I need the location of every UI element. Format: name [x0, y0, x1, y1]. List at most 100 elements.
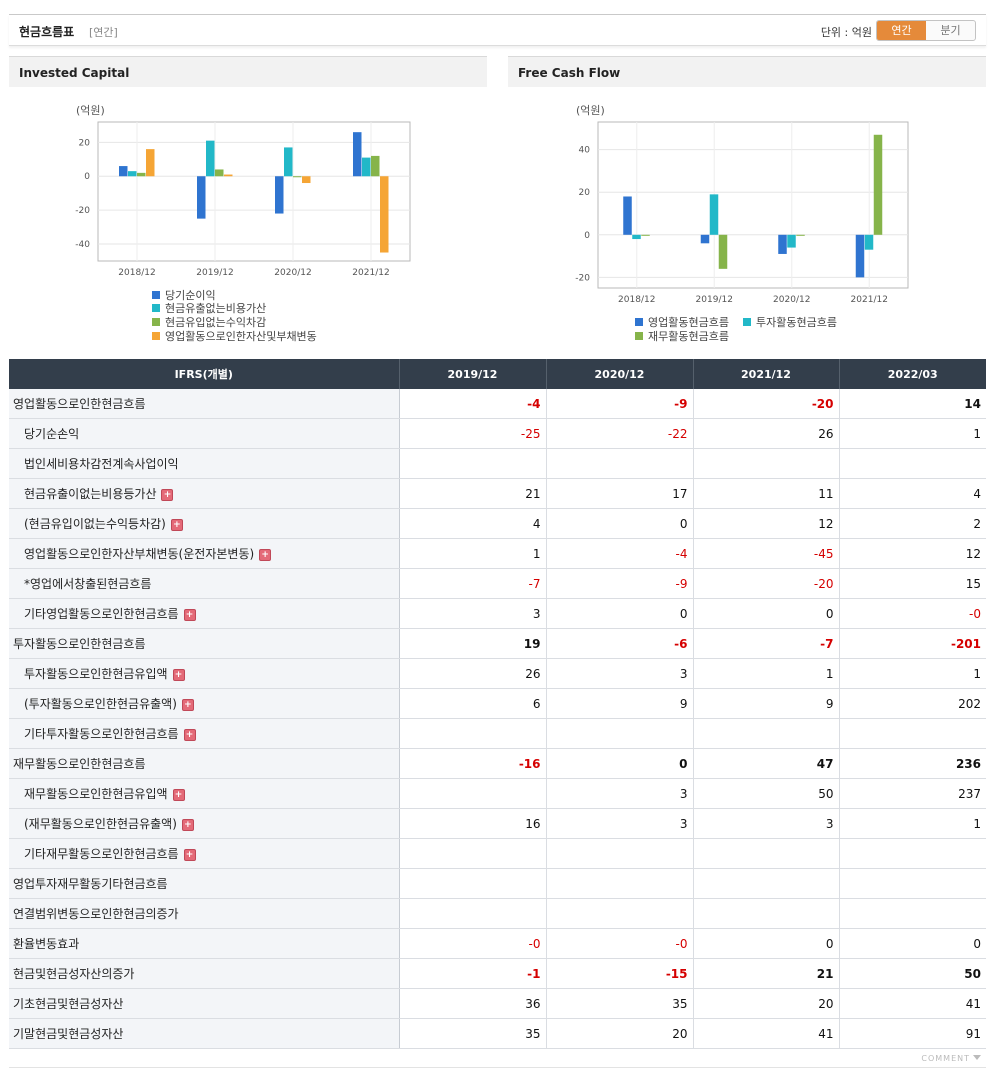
y-axis-title: (억원): [576, 104, 605, 117]
table-row: 기타영업활동으로인한현금흐름 +3 0 0 -0: [9, 598, 986, 629]
section-title: 현금흐름표: [19, 25, 75, 39]
period-toggle: 연간 분기: [876, 20, 976, 41]
table-header-row: IFRS(개별) 2019/12 2020/12 2021/12 2022/03: [9, 359, 986, 389]
expand-plus-icon[interactable]: +: [183, 729, 196, 741]
value-cell: -7: [399, 568, 547, 599]
legend-swatch: [152, 291, 160, 299]
expand-plus-icon[interactable]: +: [183, 609, 196, 621]
comment-label: COMMENT: [921, 1054, 970, 1063]
row-label-cell: 기말현금및현금성자산: [9, 1018, 400, 1049]
row-label: 기말현금및현금성자산: [13, 1027, 124, 1041]
value-cell: -4: [546, 538, 694, 569]
table-row: 투자활동으로인한현금흐름 19 -6 -7 -201: [9, 628, 986, 659]
column-header: 2020/12: [546, 359, 694, 389]
column-header: IFRS(개별): [9, 359, 400, 389]
invested-capital-panel: Invested Capital (억원) 20 0 -20 -40 2018/12 201…: [9, 56, 487, 348]
table-row: 기타투자활동으로인한현금흐름 +: [9, 718, 986, 749]
value-cell: 1: [839, 658, 986, 689]
bar: [371, 155, 380, 177]
value-cell: 41: [839, 988, 986, 1019]
expand-plus-icon[interactable]: +: [172, 669, 185, 681]
table-row: 당기순손익 -25 -22 26 1: [9, 418, 986, 449]
value-cell: 14: [839, 389, 986, 419]
expand-plus-icon[interactable]: +: [161, 489, 174, 501]
y-tick-label: 0: [584, 231, 590, 241]
legend-label: 영업활동으로인한자산및부채변동: [165, 329, 317, 343]
expand-plus-icon[interactable]: +: [183, 849, 196, 861]
value-cell: -20: [693, 568, 840, 599]
value-cell: 20: [546, 1018, 694, 1049]
divider: [9, 1067, 986, 1068]
value-cell: 3: [693, 808, 840, 839]
value-cell: [546, 898, 694, 929]
table-row: 현금및현금성자산의증가 -1 -15 21 50: [9, 958, 986, 989]
x-tick-label: 2019/12: [196, 268, 233, 278]
y-axis-title: (억원): [76, 104, 105, 117]
value-cell: [399, 718, 547, 749]
value-cell: 15: [839, 568, 986, 599]
value-cell: 50: [693, 778, 840, 809]
value-cell: -22: [546, 418, 694, 449]
value-cell: -15: [546, 958, 694, 989]
row-label: 연결범위변동으로인한현금의증가: [13, 907, 179, 921]
value-cell: [839, 898, 986, 929]
table-row: 재무활동으로인한현금흐름 -16 0 47 236: [9, 748, 986, 779]
legend-label: 영업활동현금흐름: [648, 315, 729, 329]
value-cell: 4: [839, 478, 986, 509]
legend-label: 투자활동현금흐름: [756, 315, 837, 329]
value-cell: [693, 898, 840, 929]
row-label: 기타영업활동으로인한현금흐름: [24, 607, 179, 621]
value-cell: 1: [693, 658, 840, 689]
expand-plus-icon[interactable]: +: [181, 699, 194, 711]
row-label: 기타재무활동으로인한현금흐름: [24, 847, 179, 861]
row-label-cell: (현금유입이없는수익등차감) +: [9, 508, 400, 539]
row-label: (투자활동으로인한현금유출액): [24, 697, 177, 711]
expand-plus-icon[interactable]: +: [181, 819, 194, 831]
plot-area: [97, 121, 411, 262]
x-tick-label: 2021/12: [851, 295, 888, 305]
bar: [632, 234, 641, 240]
expand-plus-icon[interactable]: +: [259, 549, 272, 561]
legend-swatch: [152, 332, 160, 340]
table-row: *영업에서창출된현금흐름 -7 -9 -20 15: [9, 568, 986, 599]
value-cell: [546, 838, 694, 869]
bar: [146, 149, 155, 177]
y-tick-label: -40: [75, 240, 90, 250]
bar: [623, 196, 632, 235]
value-cell: 11: [693, 478, 840, 509]
quarter-tab[interactable]: 분기: [940, 24, 961, 37]
y-tick-label: -20: [575, 273, 590, 283]
row-label-cell: 연결범위변동으로인한현금의증가: [9, 898, 400, 929]
row-label-cell: 투자활동으로인한현금흐름: [9, 628, 400, 659]
row-label-cell: 기타투자활동으로인한현금흐름 +: [9, 718, 400, 749]
legend-swatch: [635, 318, 643, 326]
value-cell: [693, 838, 840, 869]
bar: [353, 132, 362, 177]
value-cell: 41: [693, 1018, 840, 1049]
value-cell: 21: [693, 958, 840, 989]
annual-tab[interactable]: 연간: [877, 21, 926, 40]
bar: [275, 176, 284, 214]
legend-label: 현금유출없는비용가산: [165, 302, 266, 315]
expand-plus-icon[interactable]: +: [170, 519, 183, 531]
table-row: (현금유입이없는수익등차감) +4 0 12 2: [9, 508, 986, 539]
bar: [709, 194, 719, 235]
row-label: (재무활동으로인한현금유출액): [24, 817, 177, 831]
bar: [119, 166, 128, 177]
expand-plus-icon[interactable]: +: [172, 789, 185, 801]
table-row: 영업활동으로인한자산부채변동(운전자본변동) +1 -4 -45 12: [9, 538, 986, 569]
y-tick-label: 0: [84, 172, 90, 182]
legend-swatch: [152, 304, 160, 312]
value-cell: 3: [546, 658, 694, 689]
comment-toggle[interactable]: COMMENT: [921, 1054, 981, 1063]
row-label: 기타투자활동으로인한현금흐름: [24, 727, 179, 741]
row-label-cell: 현금유출이없는비용등가산 +: [9, 478, 400, 509]
value-cell: 35: [546, 988, 694, 1019]
value-cell: 0: [839, 928, 986, 959]
row-label: 영업활동으로인한자산부채변동(운전자본변동): [24, 547, 255, 561]
value-cell: 26: [399, 658, 547, 689]
value-cell: 1: [839, 808, 986, 839]
table-row: 현금유출이없는비용등가산 +21 17 11 4: [9, 478, 986, 509]
cashflow-table: IFRS(개별) 2019/12 2020/12 2021/12 2022/03…: [9, 359, 986, 1049]
value-cell: 12: [839, 538, 986, 569]
